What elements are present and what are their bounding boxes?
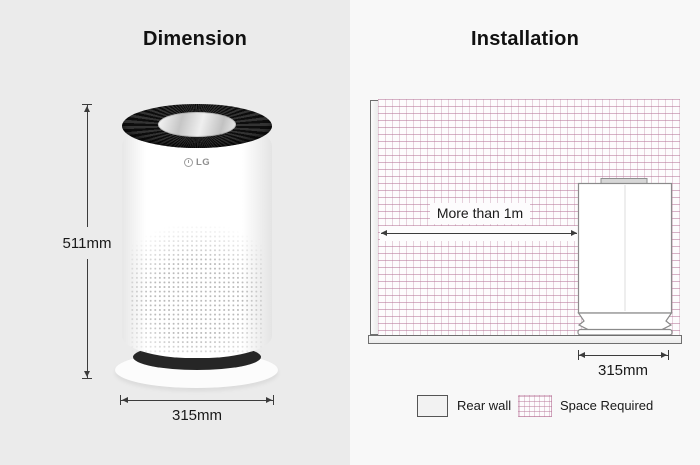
floor-line: [368, 335, 682, 344]
dimension-line: [87, 105, 88, 227]
dimension-end-tick: [82, 104, 92, 105]
lg-logo: LG: [122, 157, 272, 168]
purifier-outline-taper: [577, 312, 673, 331]
arrow-up-icon: [84, 106, 90, 112]
dimension-line: [87, 259, 88, 378]
clearance-label: More than 1m: [430, 203, 530, 224]
installation-title: Installation: [471, 28, 579, 50]
rear-wall-label: Rear wall: [457, 398, 512, 413]
lg-logo-icon: [184, 158, 193, 167]
arrow-left-icon: [122, 397, 128, 403]
arrow-right-icon: [571, 230, 577, 236]
lg-logo-text: LG: [196, 157, 210, 168]
arrow-right-icon: [661, 352, 667, 358]
fan-disc: [158, 112, 236, 137]
dimension-line: [578, 355, 668, 356]
dimension-line: [381, 233, 577, 234]
purifier-outline: [577, 178, 673, 336]
purifier-body: [122, 120, 272, 358]
dimension-title: Dimension: [142, 28, 248, 50]
height-dimension-label: 511mm: [62, 235, 112, 252]
arrow-left-icon: [579, 352, 585, 358]
rear-wall-swatch: [417, 395, 448, 417]
dimension-panel: Dimension LG 511mm: [0, 0, 350, 465]
perforation-dots: [130, 225, 264, 353]
space-required-label: Space Required: [560, 398, 654, 413]
width-dimension-label: 315mm: [171, 407, 223, 424]
dimension-end-tick: [120, 395, 121, 405]
dimension-line: [121, 400, 273, 401]
install-width-label: 315mm: [597, 362, 649, 379]
arrow-down-icon: [84, 371, 90, 377]
arrow-right-icon: [266, 397, 272, 403]
installation-panel: Installation More than 1m 315mm: [350, 0, 700, 465]
arrow-left-icon: [381, 230, 387, 236]
space-required-swatch: [518, 395, 552, 417]
dimension-end-tick: [82, 378, 92, 379]
dimension-end-tick: [273, 395, 274, 405]
dimension-end-tick: [668, 350, 669, 360]
